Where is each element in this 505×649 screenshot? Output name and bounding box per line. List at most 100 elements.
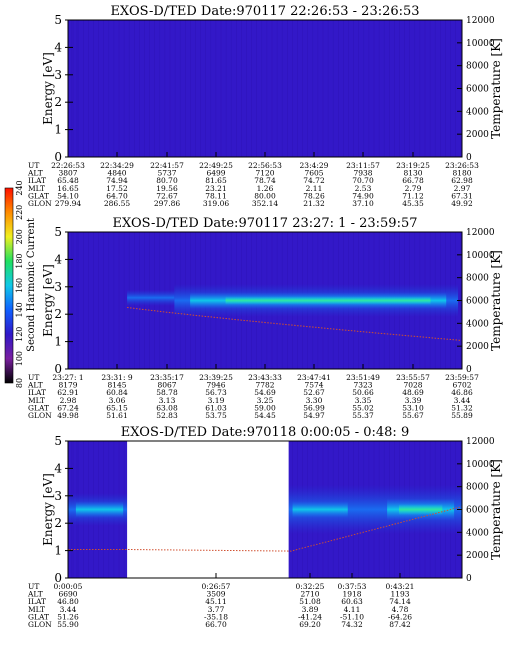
ephemeris-cell: 23:26:53 <box>445 161 479 170</box>
ephemeris-cell: 56.73 <box>205 388 227 397</box>
ephemeris-cell: 64.70 <box>106 191 128 200</box>
ephemeris-cell: 0:00:05 <box>54 582 83 591</box>
ephemeris-row-label: UT <box>28 373 39 382</box>
ephemeris-cell: 23:55:57 <box>396 373 430 382</box>
ephemeris-cell: 16.65 <box>57 184 79 193</box>
y2-tick-label: 6000 <box>466 297 489 307</box>
ephemeris-cell: 72.67 <box>156 191 178 200</box>
ephemeris-cell: 54.10 <box>57 191 79 200</box>
ephemeris-cell: 3.77 <box>208 605 225 614</box>
energy-band <box>292 501 348 518</box>
y-tick-label: 0 <box>54 362 62 376</box>
y2-tick-label: 12000 <box>466 16 495 26</box>
y-tick-label: 3 <box>54 489 62 503</box>
ephemeris-cell: 53.75 <box>205 411 227 420</box>
ephemeris-cell: 7323 <box>353 381 372 390</box>
ephemeris-cell: 55.37 <box>352 411 374 420</box>
ephemeris-cell: 7938 <box>353 169 372 178</box>
y2-tick-label: 12000 <box>466 437 495 447</box>
ephemeris-cell: 1.26 <box>257 184 274 193</box>
energy-band <box>398 504 443 515</box>
y-tick-label: 0 <box>54 571 62 585</box>
ephemeris-row-label: GLAT <box>28 403 49 412</box>
panel-3: EXOS-D/TED Date:970118 0:00:05 - 0:48: 9… <box>27 425 503 629</box>
ephemeris-cell: 3509 <box>206 590 225 599</box>
ephemeris-cell: 46.86 <box>451 388 473 397</box>
energy-band <box>225 296 431 305</box>
ephemeris-cell: 80.00 <box>254 191 276 200</box>
ephemeris-cell: 60.63 <box>341 597 363 606</box>
ephemeris-row-label: GLAT <box>28 191 49 200</box>
ephemeris-cell: 52.67 <box>303 388 325 397</box>
ephemeris-cell: 52.83 <box>156 411 178 420</box>
panel-title: EXOS-D/TED Date:970118 0:00:05 - 0:48: 9 <box>121 425 409 440</box>
panel-title: EXOS-D/TED Date:970117 22:26:53 - 23:26:… <box>110 4 419 19</box>
ephemeris-cell: 23:47:41 <box>297 373 331 382</box>
colorbar-tick-label: 160 <box>15 278 24 293</box>
y-axis-label: Energy [eV] <box>41 264 55 337</box>
ephemeris-cell: 54.97 <box>303 411 325 420</box>
ephemeris-cell: 0:32:25 <box>296 582 325 591</box>
y-tick-label: 5 <box>54 434 62 448</box>
ephemeris-cell: -51.10 <box>340 612 364 621</box>
y-tick-label: 1 <box>54 335 62 349</box>
y-axis-label: Energy [eV] <box>41 473 55 546</box>
colorbar-tick-label: 220 <box>15 205 24 220</box>
y-tick-label: 1 <box>54 544 62 558</box>
temperature-trace <box>68 506 463 552</box>
y-tick-label: 2 <box>54 95 62 109</box>
ephemeris-cell: 48.69 <box>402 388 424 397</box>
y-tick-label: 4 <box>54 461 62 475</box>
panel-2: EXOS-D/TED Date:970117 23:27: 1 - 23:59:… <box>27 216 503 420</box>
temperature-trace <box>127 307 463 341</box>
ephemeris-cell: 23:19:25 <box>396 161 430 170</box>
ephemeris-cell: 22:41:57 <box>150 161 184 170</box>
y2-tick-label: 8000 <box>466 62 489 72</box>
y2-tick-label: 8000 <box>466 274 489 284</box>
ephemeris-cell: 8130 <box>403 169 422 178</box>
ephemeris-cell: 62.91 <box>57 388 78 397</box>
y2-tick-label: 2000 <box>466 551 489 561</box>
ephemeris-cell: 54.45 <box>254 411 276 420</box>
ephemeris-cell: 53.10 <box>402 403 424 412</box>
ephemeris-cell: 50.66 <box>352 388 374 397</box>
ephemeris-cell: 61.03 <box>205 403 227 412</box>
ephemeris-row-label: ALT <box>27 381 43 390</box>
ephemeris-cell: 71.12 <box>402 191 424 200</box>
ephemeris-row-label: MLT <box>28 396 45 405</box>
ephemeris-cell: 2.11 <box>306 184 323 193</box>
ephemeris-cell: 23:35:17 <box>150 373 184 382</box>
ephemeris-cell: 55.02 <box>352 403 374 412</box>
ephemeris-cell: 22:49:25 <box>199 161 233 170</box>
y-tick-label: 0 <box>54 150 62 164</box>
y-tick-label: 4 <box>54 252 62 266</box>
y2-tick-label: 6000 <box>466 506 489 516</box>
ephemeris-row-label: ALT <box>27 169 43 178</box>
ephemeris-cell: 4840 <box>107 169 126 178</box>
y2-tick-label: 4000 <box>466 319 489 329</box>
ephemeris-cell: 49.92 <box>451 199 473 208</box>
energy-band <box>127 289 175 306</box>
ephemeris-cell: 7120 <box>255 169 274 178</box>
ephemeris-cell: 8180 <box>452 169 471 178</box>
ephemeris-cell: 5737 <box>157 169 176 178</box>
ephemeris-cell: 23:39:25 <box>199 373 233 382</box>
ephemeris-cell: 78.26 <box>303 191 325 200</box>
ephemeris-cell: 6499 <box>206 169 225 178</box>
ephemeris-cell: 74.94 <box>106 176 128 185</box>
ephemeris-cell: 19.56 <box>156 184 178 193</box>
colorbar-label: Second Harmonic Current <box>26 218 37 352</box>
colorbar-tick-label: 140 <box>15 302 24 317</box>
y2-tick-label: 4000 <box>466 528 489 538</box>
ephemeris-cell: 2.98 <box>60 396 77 405</box>
data-gap <box>127 440 289 579</box>
ephemeris-cell: 8179 <box>58 381 77 390</box>
ephemeris-cell: 2.79 <box>405 184 422 193</box>
ephemeris-cell: 70.70 <box>352 176 374 185</box>
ephemeris-cell: 0:26:57 <box>202 582 231 591</box>
ephemeris-cell: 23:31: 9 <box>101 373 133 382</box>
ephemeris-cell: 3.13 <box>159 396 176 405</box>
y2-tick-label: 2000 <box>466 342 489 352</box>
ephemeris-cell: 54.69 <box>254 388 276 397</box>
